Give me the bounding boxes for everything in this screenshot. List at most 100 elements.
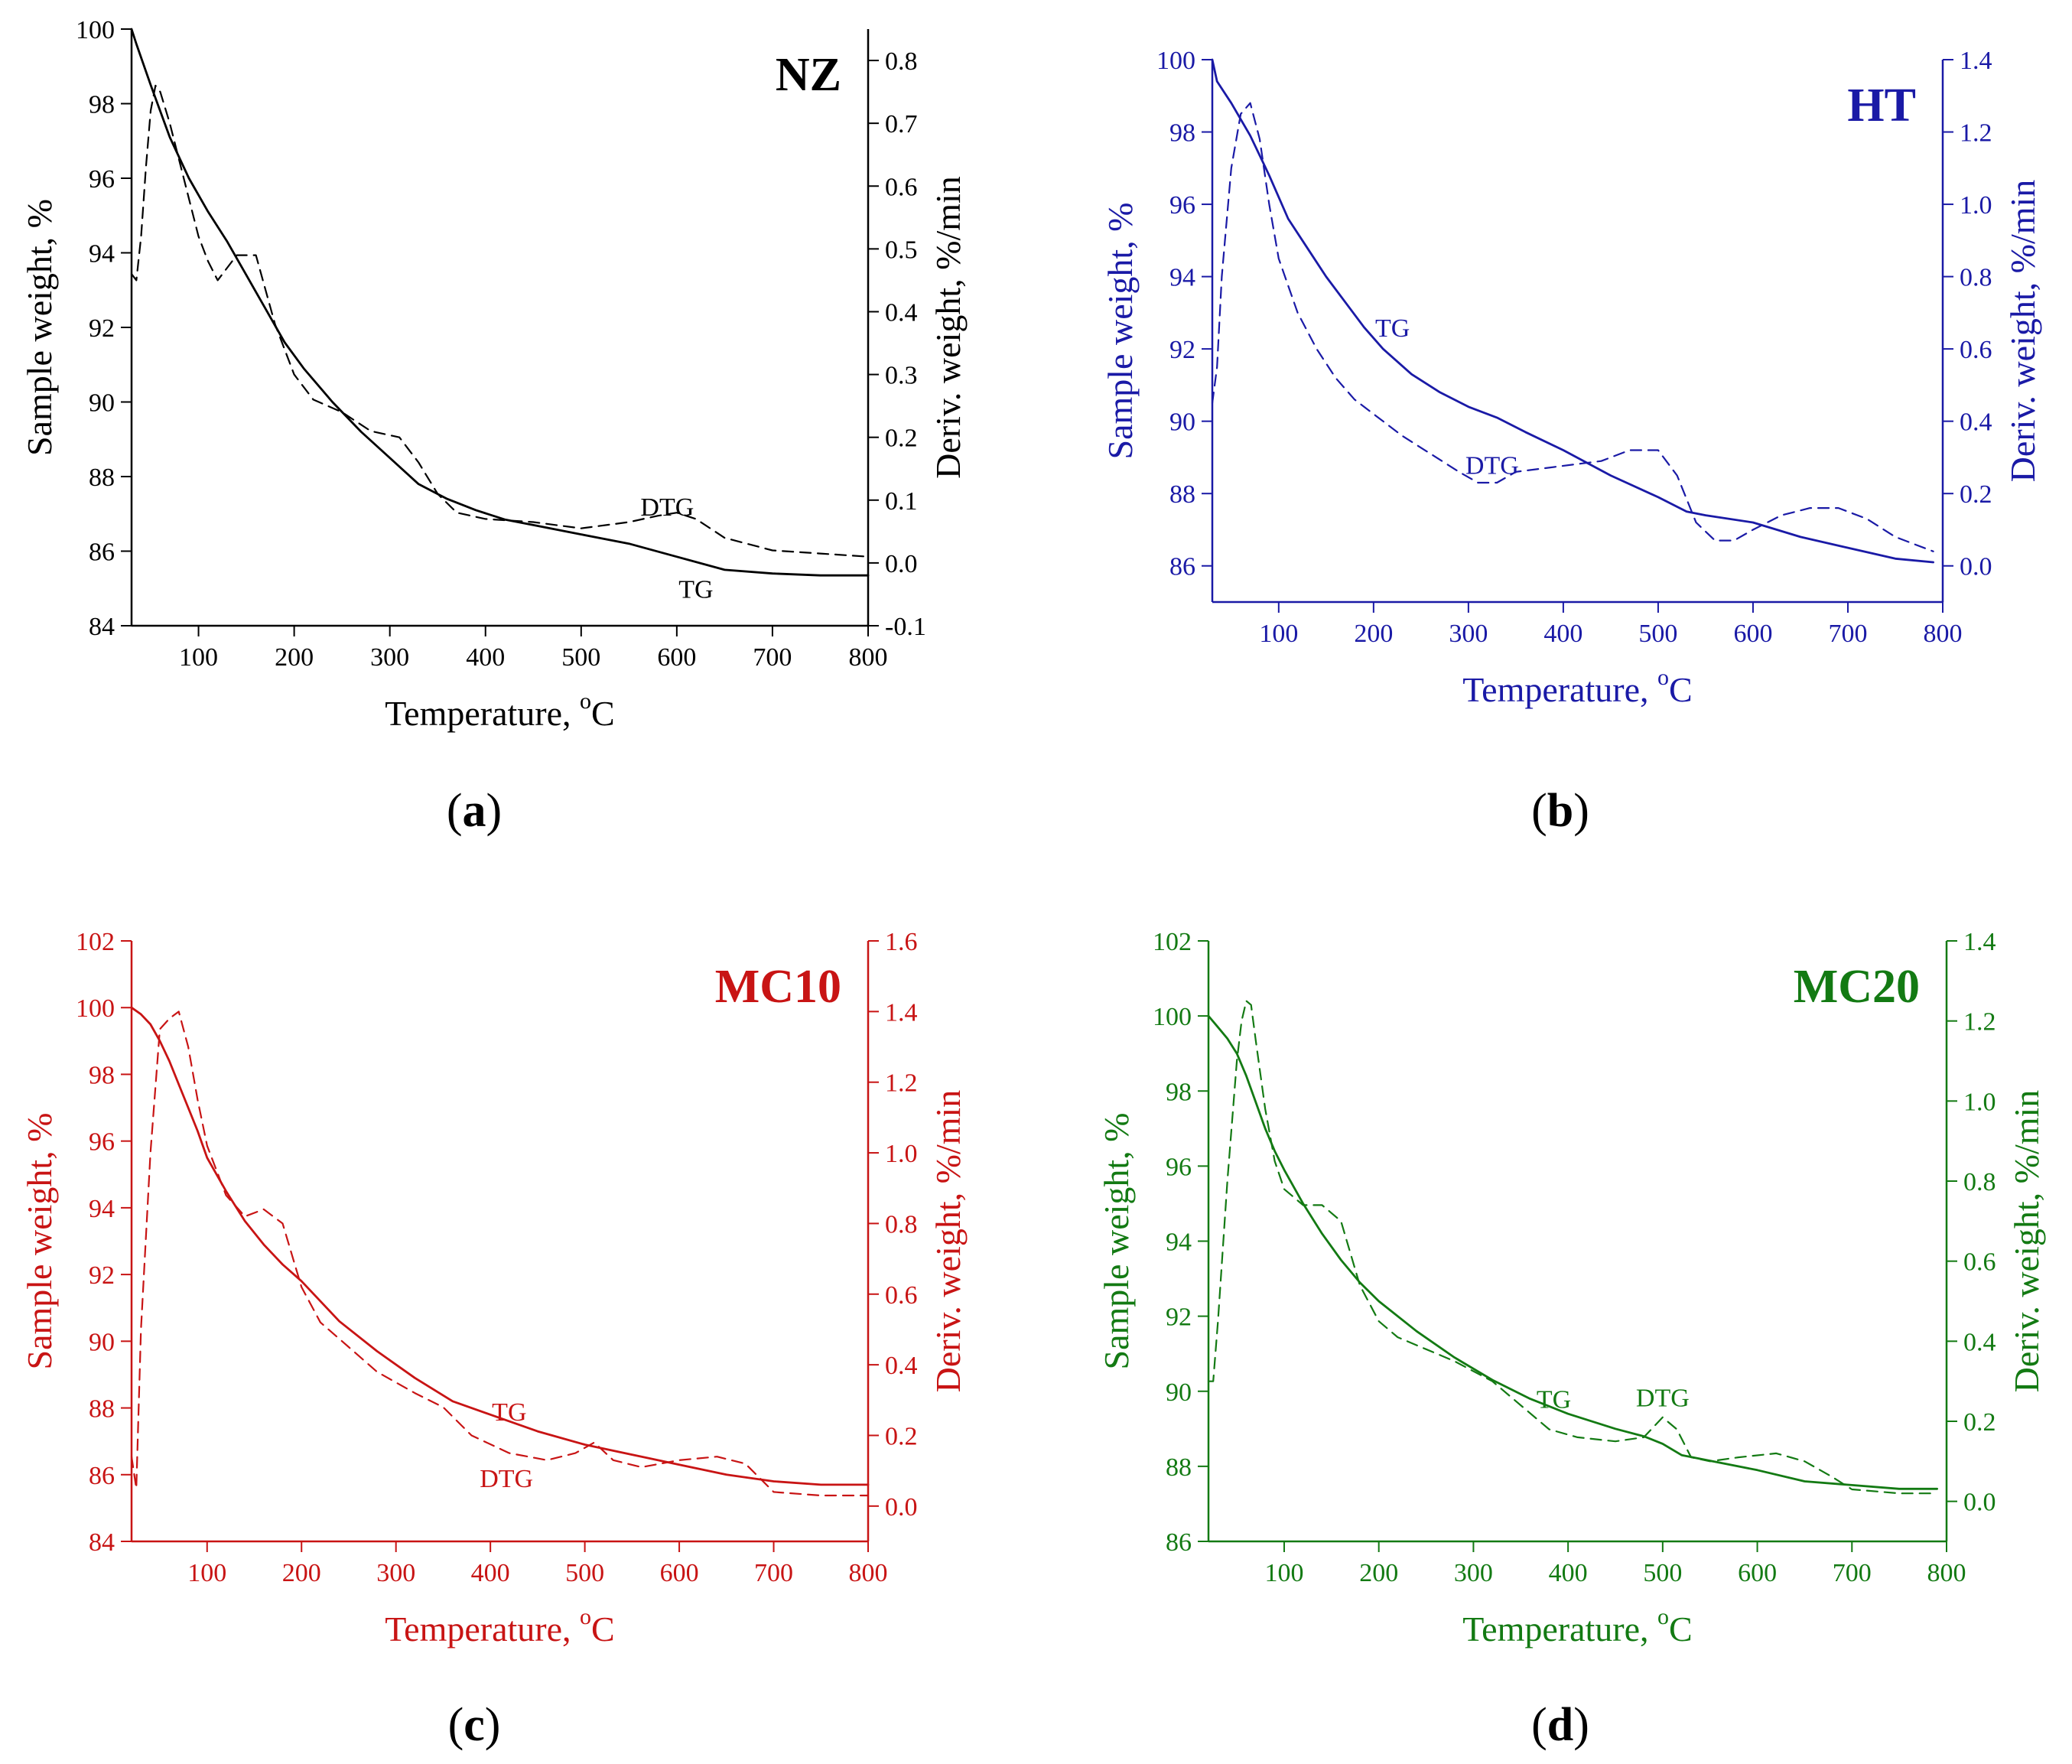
y-tick-label: 100	[1153, 1003, 1192, 1031]
chart-panel-a: 100 200 300 400 500 600 700 800 84 86 88 90 92 94 96 98…	[20, 16, 968, 837]
panel-letter-id: d	[1547, 1699, 1573, 1751]
y2-tick-label: 0.6	[1963, 1248, 1996, 1277]
x-tick-label: 100	[1259, 620, 1298, 648]
y2-tick-label: 0.8	[1960, 264, 1992, 292]
x-tick-label: 500	[1643, 1559, 1682, 1587]
panel-letter: (b)	[1531, 785, 1589, 837]
curve-label-dtg: DTG	[480, 1465, 533, 1493]
y-axis-label: Sample weight, %	[1097, 1113, 1136, 1370]
x-axis-label: Temperature, oC	[1462, 665, 1692, 709]
y2-tick-label: 0.2	[1960, 480, 1992, 509]
x-axis-label-main: Temperature,	[385, 694, 580, 733]
x-tick-label: 600	[1733, 620, 1772, 648]
y2-tick-label: 0.3	[885, 362, 918, 390]
x-tick-label: 400	[466, 643, 505, 672]
panel-letter-close: )	[485, 1699, 501, 1751]
y2-tick-label: 0.0	[885, 1493, 918, 1522]
series-line-dtg	[130, 84, 870, 558]
y-tick-label: 88	[89, 1395, 115, 1424]
x-tick-label: 500	[565, 1559, 604, 1587]
y2-tick-label: 0.1	[885, 487, 918, 516]
y-tick-label: 102	[1153, 928, 1192, 956]
x-tick-label: 800	[1927, 1559, 1966, 1587]
series-line-dtg	[1207, 1000, 1938, 1495]
panel-letter-id: c	[464, 1699, 485, 1751]
y-tick-label: 90	[89, 1328, 115, 1356]
panel-letter-open: (	[1531, 785, 1547, 837]
x-tick-label: 700	[754, 1559, 793, 1587]
x-axis-label-unit: C	[1669, 670, 1693, 709]
y2-tick-label: 0.7	[885, 110, 918, 138]
y2-tick-label: 0.4	[885, 298, 918, 327]
y2-tick-label: 0.4	[885, 1352, 918, 1380]
x-tick-label: 700	[753, 643, 792, 672]
chart-panel-d: 100 200 300 400 500 600 700 800 86 88 90 92 94 96 98 10…	[1097, 928, 2046, 1751]
x-tick-label: 800	[849, 1559, 888, 1587]
y2-tick-label: 1.4	[1963, 928, 1996, 956]
y2-tick-label: 0.0	[1963, 1489, 1996, 1517]
y-tick-label: 102	[76, 928, 115, 956]
x-axis-label-main: Temperature,	[1462, 1609, 1657, 1648]
y2-tick-label: 0.4	[1960, 408, 1992, 437]
x-tick-label: 300	[370, 643, 409, 672]
y2-tick-label: 0.8	[885, 47, 918, 76]
x-tick-label: 200	[1359, 1559, 1398, 1587]
x-axis-label-superscript: o	[1657, 665, 1669, 690]
y2-tick-label: 1.0	[1960, 191, 1992, 220]
y2-tick-label: 0.2	[885, 425, 918, 453]
panel-letter: (d)	[1531, 1699, 1589, 1751]
y-tick-label: 100	[76, 994, 115, 1023]
y-tick-label: 98	[89, 91, 115, 119]
y2-tick-label: 0.4	[1963, 1328, 1996, 1356]
curve-label-dtg: DTG	[1465, 451, 1519, 480]
series-line-tg	[130, 1006, 870, 1486]
series-line-tg	[1211, 58, 1935, 564]
y2-tick-label: 1.0	[1963, 1088, 1996, 1116]
y-tick-label: 100	[76, 16, 115, 44]
y-tick-label: 98	[1166, 1078, 1192, 1106]
panel-letter-open: (	[448, 1699, 464, 1751]
y2-tick-label: 1.4	[885, 998, 918, 1027]
y2-tick-label: 0.8	[885, 1210, 918, 1238]
x-tick-label: 100	[179, 643, 218, 672]
x-axis-label-unit: C	[591, 1609, 615, 1648]
x-tick-label: 800	[1924, 620, 1963, 648]
y-tick-label: 92	[89, 1261, 115, 1290]
x-tick-label: 800	[849, 643, 888, 672]
x-tick-label: 400	[1549, 1559, 1588, 1587]
series-line-dtg	[1211, 102, 1934, 552]
x-tick-label: 300	[1449, 620, 1488, 648]
x-axis-label-superscript: o	[580, 1604, 591, 1629]
x-axis-label-main: Temperature,	[1462, 670, 1657, 709]
panel-title: NZ	[776, 49, 841, 101]
x-axis-label: Temperature, oC	[385, 1604, 614, 1648]
y-tick-label: 96	[1166, 1153, 1192, 1181]
curve-label-dtg: DTG	[1636, 1385, 1690, 1413]
series-line-tg	[130, 28, 870, 577]
x-tick-label: 200	[282, 1559, 321, 1587]
y2-tick-label: 0.0	[1960, 553, 1992, 581]
y-tick-label: 94	[89, 1195, 115, 1223]
x-tick-label: 300	[1454, 1559, 1493, 1587]
y-tick-label: 96	[89, 1128, 115, 1157]
y-tick-label: 90	[1169, 408, 1195, 437]
x-axis-label-superscript: o	[580, 688, 591, 714]
x-axis-label: Temperature, oC	[1462, 1604, 1692, 1648]
y-tick-label: 92	[1169, 336, 1195, 364]
y-tick-label: 86	[89, 1462, 115, 1490]
series-line-dtg	[130, 1011, 870, 1497]
x-tick-label: 700	[1833, 1559, 1872, 1587]
x-axis-label-main: Temperature,	[385, 1609, 580, 1648]
y2-tick-label: 0.0	[885, 550, 918, 578]
y-tick-label: 90	[89, 389, 115, 418]
curve-label-dtg: DTG	[640, 493, 694, 522]
y2-tick-label: 0.5	[885, 236, 918, 264]
y2-tick-label: 1.4	[1960, 47, 1992, 75]
y-tick-label: 92	[1166, 1303, 1192, 1332]
y-tick-label: 86	[89, 539, 115, 567]
panel-title: MC20	[1794, 961, 1920, 1013]
panel-letter-open: (	[447, 785, 463, 837]
y-tick-label: 92	[89, 314, 115, 343]
y-axis-label: Sample weight, %	[20, 199, 59, 456]
